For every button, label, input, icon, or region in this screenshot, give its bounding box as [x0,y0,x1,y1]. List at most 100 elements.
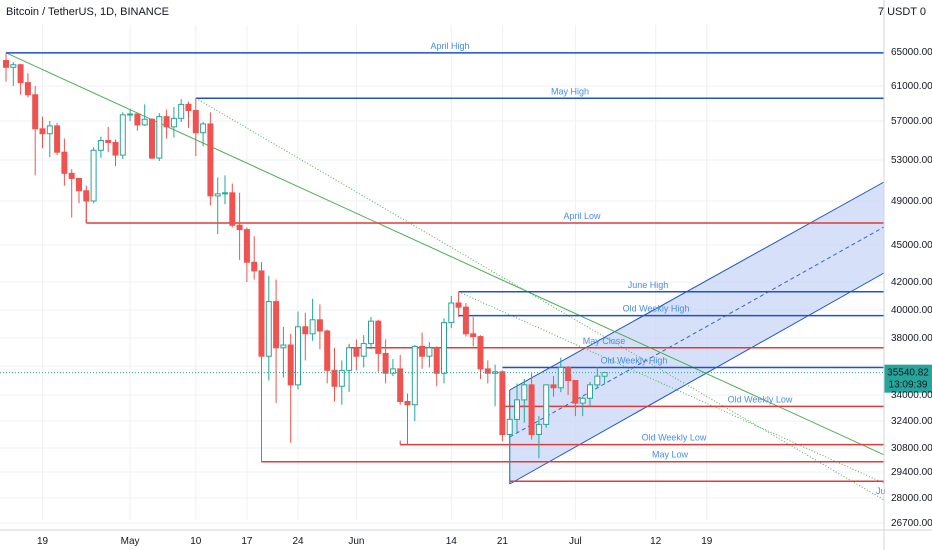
y-tick-label: 34000.00 [891,390,932,401]
last-price-tag [884,364,932,393]
candle-body [302,326,309,335]
x-tick-label: 21 [497,536,509,547]
candle-body [273,301,280,349]
candle-body [149,118,155,159]
level-label: April Low [563,211,601,221]
candle-body [441,322,447,374]
candle-body [119,114,126,156]
countdown-value: 13:09:39 [889,380,928,391]
candle-body [353,347,360,357]
x-tick-label: 14 [446,536,458,547]
candle-body [156,116,163,159]
price-axis-top-label: 7 [877,6,884,18]
candle-body [134,113,141,126]
candle-body [535,423,542,435]
candle-body [550,384,557,389]
candle-body [54,125,61,153]
candle-body [419,345,426,357]
y-tick-label: 45000.00 [891,240,932,251]
price-axis-top-zero: 0 [919,6,926,18]
candle-body [331,369,338,387]
y-tick-label: 65000.00 [891,47,932,58]
candle-body [17,64,24,84]
candle-body [200,123,207,134]
candle-body [397,368,404,402]
x-tick-label: 24 [292,536,304,547]
candle-body [185,103,192,111]
channel-upper-line [509,181,885,391]
x-tick-label: 19 [701,536,713,547]
candle-body [243,229,250,263]
candle-body [112,141,119,156]
candle-body [236,224,243,231]
candle-body [514,399,520,420]
candle-body [368,320,374,345]
candle-body [433,347,440,374]
y-tick-label: 38000.00 [891,333,932,344]
level-label: May Close [583,336,626,346]
candle-body [3,60,9,68]
level-label: Old Weekly High [601,355,668,365]
candle-body [265,301,272,357]
currency-name: USDT [887,6,917,18]
candle-body [587,384,593,399]
x-tick-label: 19 [37,536,49,547]
y-tick-label: 30800.00 [891,443,932,454]
level-label: Old Weekly Low [642,433,707,443]
candle-body [258,270,265,357]
candle-body [601,372,608,377]
candle-body [477,336,484,370]
candle-body [375,320,382,354]
candle-body [229,192,236,226]
currency-label[interactable]: 7 USDT 0 [878,6,926,18]
y-tick-label: 40000.00 [891,305,932,316]
y-tick-label: 53000.00 [891,155,932,166]
candle-body [83,190,90,202]
candle-body [470,333,477,338]
y-tick-label: 61000.00 [891,81,932,92]
candle-body [214,193,221,197]
y-tick-label: 57000.00 [891,116,932,127]
x-tick-label: 17 [241,536,253,547]
candle-body [10,64,17,68]
candle-body [251,261,258,272]
candle-body [295,326,301,386]
candle-body [360,343,367,357]
candle-body [411,345,418,406]
candle-body [594,375,601,386]
candle-body [39,128,46,135]
candle-body [382,352,389,374]
y-tick-label: 42000.00 [891,277,932,288]
candle-body [499,371,506,435]
candle-body [579,397,586,404]
candle-body [222,192,228,195]
candle-body [324,330,331,371]
candle-body [543,384,550,425]
y-tick-label: 29400.00 [891,467,932,478]
candle-body [338,369,345,387]
candle-body [207,123,214,197]
x-tick-label: 10 [190,536,202,547]
candle-body [346,347,353,371]
candle-body [24,82,31,96]
candle-body [528,384,535,436]
candle-body [389,368,396,374]
candle-body [557,366,564,389]
candle-body [462,306,469,335]
channel-lower-line [509,272,885,485]
candle-body [170,117,177,128]
candle-body [97,140,104,151]
level-label: Old Weekly High [623,304,690,314]
level-label: May Low [652,450,689,460]
candle-body [287,344,294,386]
y-tick-label: 49000.00 [891,196,932,207]
candle-body [163,116,170,128]
channel-fill [509,182,884,484]
candle-body [455,302,462,308]
candle-body [68,172,75,179]
y-tick-label: 28000.00 [891,493,932,504]
candle-body [565,366,572,382]
candle-body [32,94,39,130]
level-label: Old Weekly Low [728,394,793,404]
